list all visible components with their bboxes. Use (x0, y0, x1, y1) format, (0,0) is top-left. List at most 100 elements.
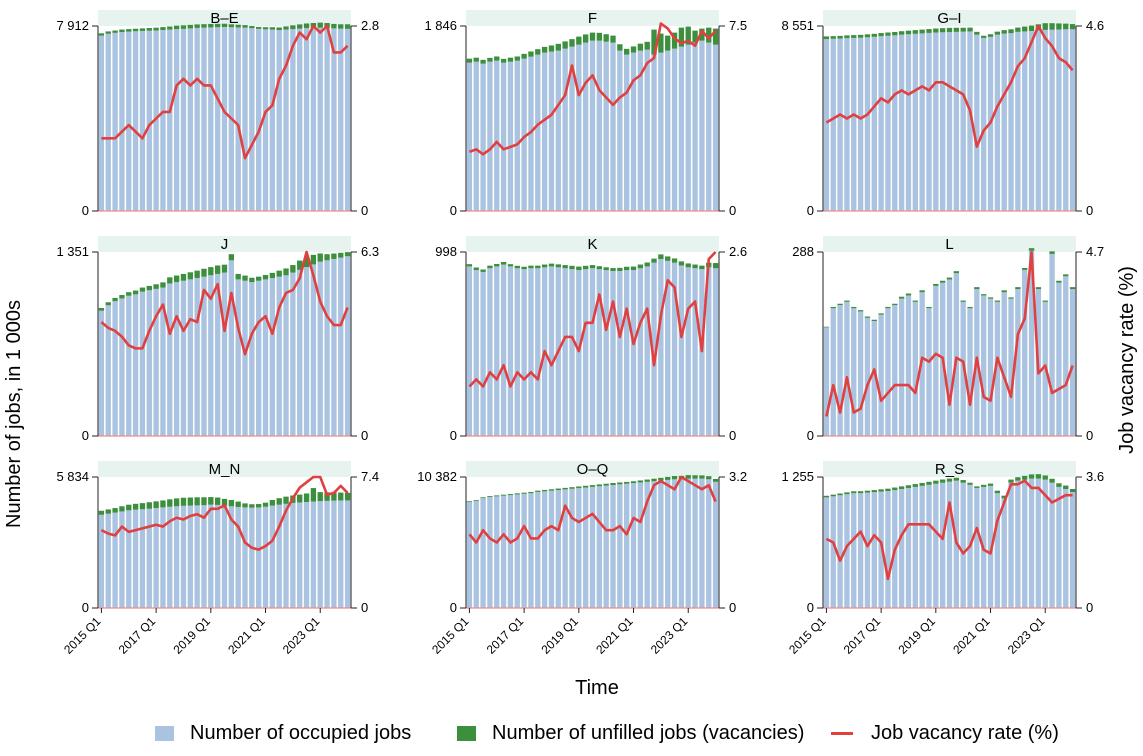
panel-3-bar-occupied (249, 282, 255, 436)
panel-2-bar-occupied (1042, 29, 1048, 212)
x-axis-label: Time (575, 677, 619, 699)
panel-7-bar-occupied (473, 500, 479, 608)
panel-5-bar-vacancies (994, 300, 1001, 302)
panel-2-bar-vacancies (987, 34, 994, 37)
panel-3-bar-vacancies (126, 292, 132, 296)
panel-8-right-max-label: 3.6 (1086, 469, 1104, 484)
panel-5-bar-vacancies (1049, 251, 1055, 254)
panel-3-bar-vacancies (221, 264, 228, 273)
panel-3-bar-occupied (153, 288, 159, 436)
panel-6-title: M_N (209, 461, 241, 478)
panel-8-bar-vacancies (1069, 489, 1076, 493)
panel-5-bar-occupied (1049, 253, 1055, 436)
panel-4-bar-occupied (466, 266, 473, 436)
panel-5-bar-vacancies (946, 277, 953, 280)
panel-6-bar-occupied (228, 506, 234, 608)
panel-6-bar-occupied (344, 500, 351, 608)
panel-8-bar-vacancies (912, 484, 918, 487)
panel-8-bar-vacancies (933, 480, 939, 484)
panel-1-bar-occupied (514, 60, 520, 211)
panel-1-bar-occupied (494, 60, 500, 211)
panel-0-bar-occupied (297, 28, 303, 212)
panel-1-bar-vacancies (541, 46, 548, 53)
panel-5-bar-occupied (1001, 292, 1007, 436)
panel-6-bar-vacancies (262, 502, 269, 507)
panel-2-bar-occupied (1022, 31, 1028, 212)
panel-2-bar-occupied (1069, 29, 1076, 211)
panel-1-bar-occupied (610, 42, 616, 211)
panel-7-bar-vacancies (507, 494, 514, 496)
panel-7-bar-vacancies (548, 489, 555, 491)
panel-4-bar-occupied (651, 262, 657, 436)
panel-6-bar-vacancies (187, 497, 193, 506)
panel-1-bar-occupied (521, 58, 527, 211)
panel-4-bar-occupied (624, 270, 630, 436)
panel-6-bar-vacancies (221, 498, 228, 506)
panel-4-bar-occupied (671, 262, 678, 436)
panel-0-bar-occupied (324, 28, 330, 212)
panel-6-bar-vacancies (146, 502, 152, 509)
panel-4-bar-occupied (576, 270, 582, 436)
panel-1-bar-occupied (603, 41, 609, 211)
panel-7-bar-occupied (466, 502, 473, 608)
panel-6-bar-vacancies (310, 488, 317, 502)
panel-8-rate-line (825, 479, 1073, 581)
panel-2-bar-vacancies (974, 31, 980, 35)
panel-7-bar-occupied (712, 481, 719, 608)
panel-7-bar-vacancies (589, 485, 596, 487)
panel-8-bar-occupied (1028, 478, 1035, 608)
panel-4-bar-vacancies (500, 261, 507, 265)
panel-7-x-tick-label: 2017 Q1 (484, 614, 527, 657)
panel-0-bar-vacancies (317, 22, 323, 28)
panel-5-bar-occupied (885, 308, 891, 436)
panel-0-right-max-label: 2.8 (361, 18, 379, 33)
panel-3-bar-vacancies (331, 253, 337, 259)
panel-1-bar-occupied (507, 61, 514, 212)
panel-1-bar-occupied (576, 44, 582, 211)
panel-8-bar-occupied (1069, 492, 1076, 608)
panel-4-bar-vacancies (555, 264, 561, 268)
panel-5-bar-occupied (1028, 250, 1035, 436)
panel-1-bar-vacancies (507, 57, 514, 62)
panel-3-bar-occupied (173, 282, 180, 436)
panel-2-bar-occupied (960, 31, 966, 212)
panel-0-bar-occupied (105, 33, 111, 212)
panel-5-bar-occupied (851, 308, 857, 436)
panel-1-bar-occupied (596, 40, 602, 211)
panel-4-bar-vacancies (569, 265, 575, 270)
panel-7-bar-vacancies (671, 476, 678, 480)
panel-8-bar-vacancies (994, 490, 1001, 494)
panel-5-bar-vacancies (885, 306, 891, 309)
panel-0-bar-occupied (208, 27, 214, 212)
panel-0-bar-vacancies (276, 27, 282, 31)
panel-0-bar-occupied (201, 27, 207, 212)
panel-2-bar-occupied (1028, 31, 1035, 211)
panel-6-x-tick-label: 2017 Q1 (116, 614, 159, 657)
panel-5-bar-occupied (953, 273, 959, 436)
panel-4-bar-occupied (583, 269, 589, 436)
panel-6-bar-occupied (317, 501, 323, 608)
panel-7-bar-occupied (678, 479, 685, 608)
panel-3-bar-vacancies (194, 270, 200, 279)
legend-swatch-rate (831, 732, 853, 735)
panel-4-bar-vacancies (610, 268, 616, 271)
panel-4-bar-vacancies (671, 258, 678, 263)
panel-8-bar-occupied (1022, 479, 1028, 608)
panel-6-bar-vacancies (317, 492, 323, 502)
panel-0-bar-vacancies (215, 23, 221, 28)
panel-8-bar-vacancies (885, 488, 891, 492)
panel-1-bar-occupied (706, 42, 712, 211)
panel-7-bar-vacancies (692, 475, 698, 479)
panel-3-bar-vacancies (269, 272, 276, 279)
panel-4-right-zero-label: 0 (729, 428, 736, 443)
panel-7-bar-occupied (555, 490, 561, 608)
panel-5-bar-vacancies (919, 290, 925, 293)
panel-5-bar-vacancies (851, 306, 857, 309)
panel-7-bar-occupied (541, 491, 548, 608)
panel-5-title: L (945, 236, 953, 253)
panel-7-bar-vacancies (630, 481, 637, 484)
panel-8-x-tick-label: 2021 Q1 (950, 614, 993, 657)
panel-4-right-max-label: 2.6 (729, 244, 747, 259)
panel-3-bar-vacancies (344, 252, 351, 257)
panel-3-bar-vacancies (167, 277, 173, 284)
